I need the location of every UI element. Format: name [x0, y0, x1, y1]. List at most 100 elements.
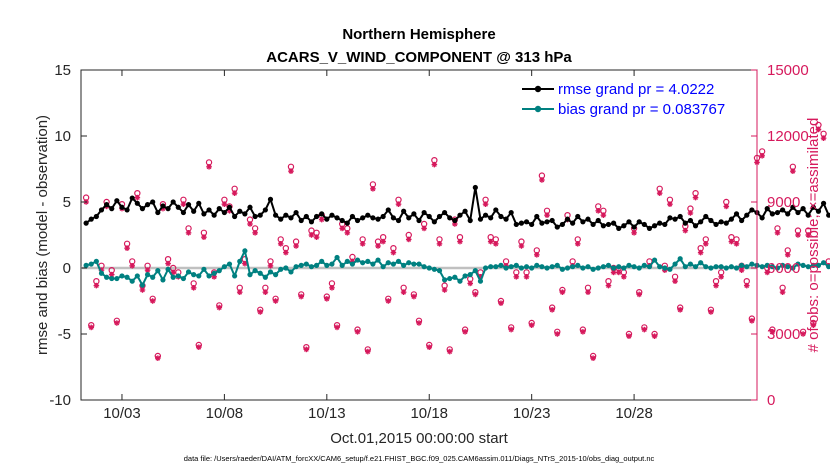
asterisk-stroke — [703, 241, 709, 247]
obs-assimilated-point — [774, 230, 781, 236]
bias-point — [621, 265, 627, 271]
obs-assimilated-point — [738, 267, 745, 273]
asterisk-stroke — [739, 267, 745, 273]
bias-point — [421, 264, 427, 270]
x-axis-label: Oct.01,2015 00:00:00 start — [330, 430, 508, 447]
bias-point — [570, 264, 576, 270]
asterisk-stroke — [734, 241, 739, 247]
asterisk-stroke — [693, 195, 698, 201]
obs-assimilated-point — [810, 322, 817, 328]
bias-point — [488, 264, 494, 270]
bias-point — [575, 262, 581, 268]
asterisk-stroke — [181, 201, 186, 207]
rmse-point — [339, 217, 345, 224]
rmse-point — [703, 213, 709, 220]
rmse-point — [733, 211, 740, 217]
y-axis-label: rmse and bias (model - observation) — [34, 115, 51, 355]
obs-assimilated-point — [385, 298, 392, 304]
bias-point — [529, 265, 535, 271]
rmse-point — [334, 215, 340, 221]
rmse-point — [764, 206, 770, 212]
rmse-point — [554, 224, 560, 230]
rmse-point — [672, 216, 678, 222]
obs-assimilated-point — [124, 245, 130, 251]
asterisk-stroke — [360, 241, 366, 247]
asterisk-stroke — [636, 291, 642, 297]
asterisk-stroke — [775, 230, 780, 236]
asterisk-stroke — [93, 283, 99, 289]
bias-point — [390, 261, 396, 267]
asterisk-stroke — [519, 243, 524, 249]
obs-assimilated-point — [436, 241, 443, 247]
obs-assimilated-point — [405, 236, 412, 243]
asterisk-stroke — [759, 153, 765, 159]
asterisk-stroke — [242, 261, 248, 267]
obs-assimilated-point — [708, 309, 714, 315]
bias-point — [780, 262, 786, 268]
legend-rmse-marker — [534, 85, 542, 93]
asterisk-stroke — [728, 239, 734, 245]
obs-assimilated-point — [554, 331, 561, 337]
asterisk-stroke — [795, 232, 801, 238]
rmse-point — [477, 216, 484, 222]
bias-point — [354, 257, 361, 263]
obs-assimilated-point — [528, 322, 535, 328]
obs-assimilated-point — [605, 282, 612, 289]
chart-subtitle: ACARS_V_WIND_COMPONENT @ 313 hPa — [266, 49, 572, 66]
rmse-point — [503, 216, 509, 222]
obs-assimilated-point — [621, 274, 627, 280]
obs-assimilated-point — [201, 234, 207, 240]
obs-assimilated-point — [539, 177, 545, 183]
asterisk-stroke — [621, 274, 627, 280]
rmse-point — [692, 223, 699, 229]
obs-assimilated-point — [206, 164, 212, 170]
rmse-point — [375, 216, 381, 222]
obs-assimilated-point — [759, 153, 765, 159]
rmse-point — [385, 207, 391, 213]
obs-assimilated-point — [144, 267, 151, 273]
rmse-point — [278, 216, 284, 222]
rmse-point — [539, 220, 545, 226]
asterisk-stroke — [595, 208, 601, 214]
rmse-point — [769, 211, 775, 217]
bias-point — [687, 261, 694, 267]
asterisk-stroke — [467, 280, 473, 286]
asterisk-stroke — [334, 324, 340, 330]
bias-point — [119, 273, 125, 279]
bias-point — [211, 270, 217, 276]
x-tick-label: 10/18 — [410, 405, 448, 422]
y-tick-label-right: 3000 — [767, 326, 800, 343]
asterisk-stroke — [124, 245, 130, 251]
rmse-point — [780, 207, 786, 213]
rmse-point — [523, 219, 530, 225]
bias-point — [718, 264, 724, 270]
bias-point — [580, 265, 586, 271]
bias-point — [144, 272, 151, 278]
asterisk-stroke — [652, 333, 657, 339]
asterisk-stroke — [339, 225, 345, 231]
asterisk-stroke — [544, 212, 550, 218]
obs-assimilated-point — [595, 208, 602, 214]
bias-point — [170, 274, 176, 280]
bias-point — [534, 262, 540, 268]
asterisk-stroke — [314, 234, 319, 240]
bias-point — [124, 274, 130, 280]
y-tick-label: -5 — [58, 326, 71, 343]
asterisk-stroke — [201, 234, 207, 240]
rmse-point — [319, 211, 325, 217]
rmse-point — [616, 225, 622, 231]
bias-point — [805, 264, 811, 270]
asterisk-stroke — [744, 283, 750, 289]
bias-point — [564, 265, 571, 271]
asterisk-stroke — [723, 203, 729, 209]
rmse-point — [237, 208, 243, 214]
bias-point — [308, 264, 315, 270]
asterisk-stroke — [457, 239, 463, 245]
rmse-point — [411, 211, 417, 217]
legend: rmse grand pr = 4.0222 bias grand pr = 0… — [520, 76, 754, 121]
legend-bias-marker — [534, 105, 542, 113]
asterisk-stroke — [375, 243, 381, 249]
asterisk-stroke — [237, 289, 243, 295]
obs-assimilated-point — [656, 190, 663, 196]
asterisk-stroke — [816, 126, 821, 132]
